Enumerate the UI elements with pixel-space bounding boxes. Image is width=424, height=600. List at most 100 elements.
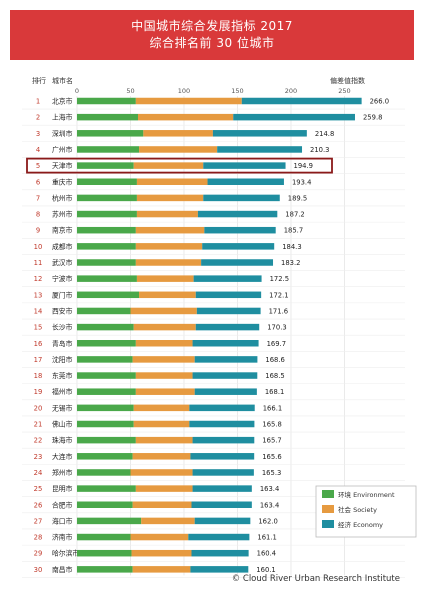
x-tick-label: 0 [75,87,79,95]
legend-label-economy: 经济 Economy [338,520,383,529]
bar-economy [192,469,254,476]
total-value-label: 187.2 [285,211,304,219]
column-header-rank: 排行 [32,76,46,85]
bar-economy [197,210,278,218]
bar-society [133,323,196,331]
bar-economy [202,243,275,250]
bar-economy [192,340,259,347]
total-value-label: 172.1 [269,291,288,299]
bar-environment [77,97,136,105]
city-label: 南京市 [52,226,73,235]
bar-society [135,372,193,379]
chart-row: 8 苏州市 187.2 [22,210,405,223]
bar-society [132,356,195,363]
total-value-label: 165.6 [262,453,281,461]
city-label: 重庆市 [52,177,73,186]
copyright-text: © Cloud River Urban Research Institute [232,574,400,584]
total-value-label: 210.3 [310,146,329,154]
total-value-label: 194.9 [294,162,313,170]
bar-environment [77,113,138,121]
bar-society [130,533,189,541]
bar-economy [192,485,252,492]
bar-society [135,436,193,444]
legend-swatch-society [322,505,334,513]
city-label: 东莞市 [52,371,73,380]
bar-economy [195,323,260,331]
bar-environment [77,340,136,347]
bar-society [132,566,191,573]
bar-environment [77,420,134,428]
city-label: 北京市 [52,97,73,106]
chart-row: 24 郑州市 165.3 [22,468,405,481]
bar-environment [77,469,131,476]
rank-label: 12 [34,275,43,283]
bar-economy [194,517,251,525]
bar-environment [77,566,133,573]
bar-society [135,226,205,234]
total-value-label: 169.7 [267,340,286,348]
highlight-box [26,157,333,174]
city-label: 佛山市 [52,420,73,429]
bar-economy [192,436,255,444]
total-value-label: 166.1 [263,404,282,412]
bar-society [135,388,195,395]
bar-economy [191,501,252,508]
chart-rows: 1 北京市 266.0 2 上海市 259.8 3 深圳市 214.8 4 广州市 210.3 5 天津市… [22,97,405,578]
bar-society [136,275,194,282]
bar-environment [77,210,137,218]
total-value-label: 168.6 [265,356,284,364]
rank-label: 17 [34,356,43,364]
bar-society [136,210,198,218]
chart-row: 30 南昌市 160.1 [22,565,405,578]
rank-label: 15 [34,324,43,332]
chart-row: 21 佛山市 165.8 [22,420,405,433]
bar-environment [77,356,133,363]
x-tick-label: 50 [126,87,134,95]
total-value-label: 259.8 [363,114,382,122]
rank-label: 28 [34,534,43,542]
rank-label: 11 [34,259,43,267]
chart-row: 9 南京市 185.7 [22,226,405,239]
bar-environment [77,162,134,169]
bar-society [130,307,197,315]
rank-label: 18 [34,372,43,380]
chart-row: 15 长沙市 170.3 [22,323,405,336]
x-tick-label: 100 [178,87,190,95]
bar-economy [188,533,250,541]
total-value-label: 161.1 [257,534,276,542]
bar-economy [191,549,249,557]
legend-swatch-economy [322,520,334,528]
bar-economy [195,291,262,299]
bar-environment [77,404,134,412]
bar-environment [77,533,131,541]
legend-label-environment: 环境 Environment [338,490,395,499]
bar-environment [77,178,137,185]
bar-economy [189,404,255,412]
city-label: 苏州市 [52,210,73,219]
bar-environment [77,226,136,234]
total-value-label: 189.5 [288,194,307,202]
bar-society [139,291,196,299]
bar-environment [77,388,136,395]
chart-row: 2 上海市 259.8 [22,113,405,126]
x-tick-label: 250 [338,87,350,95]
city-label: 郑州市 [52,468,73,477]
chart-row: 20 无锡市 166.1 [22,403,405,417]
bar-society [135,97,242,105]
city-label: 厦门市 [52,290,73,299]
city-label: 上海市 [52,113,73,122]
bar-society [135,485,193,492]
city-label: 福州市 [52,387,73,396]
rank-label: 3 [36,130,40,138]
total-value-label: 214.8 [315,130,334,138]
total-value-label: 183.2 [281,259,300,267]
chart-row: 19 福州市 168.1 [22,387,405,401]
city-label: 成都市 [52,242,73,251]
legend-swatch-environment [322,490,334,498]
bar-economy [207,178,284,185]
bar-economy [233,113,355,121]
rank-label: 20 [34,404,43,412]
total-value-label: 168.1 [265,388,284,396]
rank-label: 16 [34,340,43,348]
chart-row: 1 北京市 266.0 [22,97,405,110]
